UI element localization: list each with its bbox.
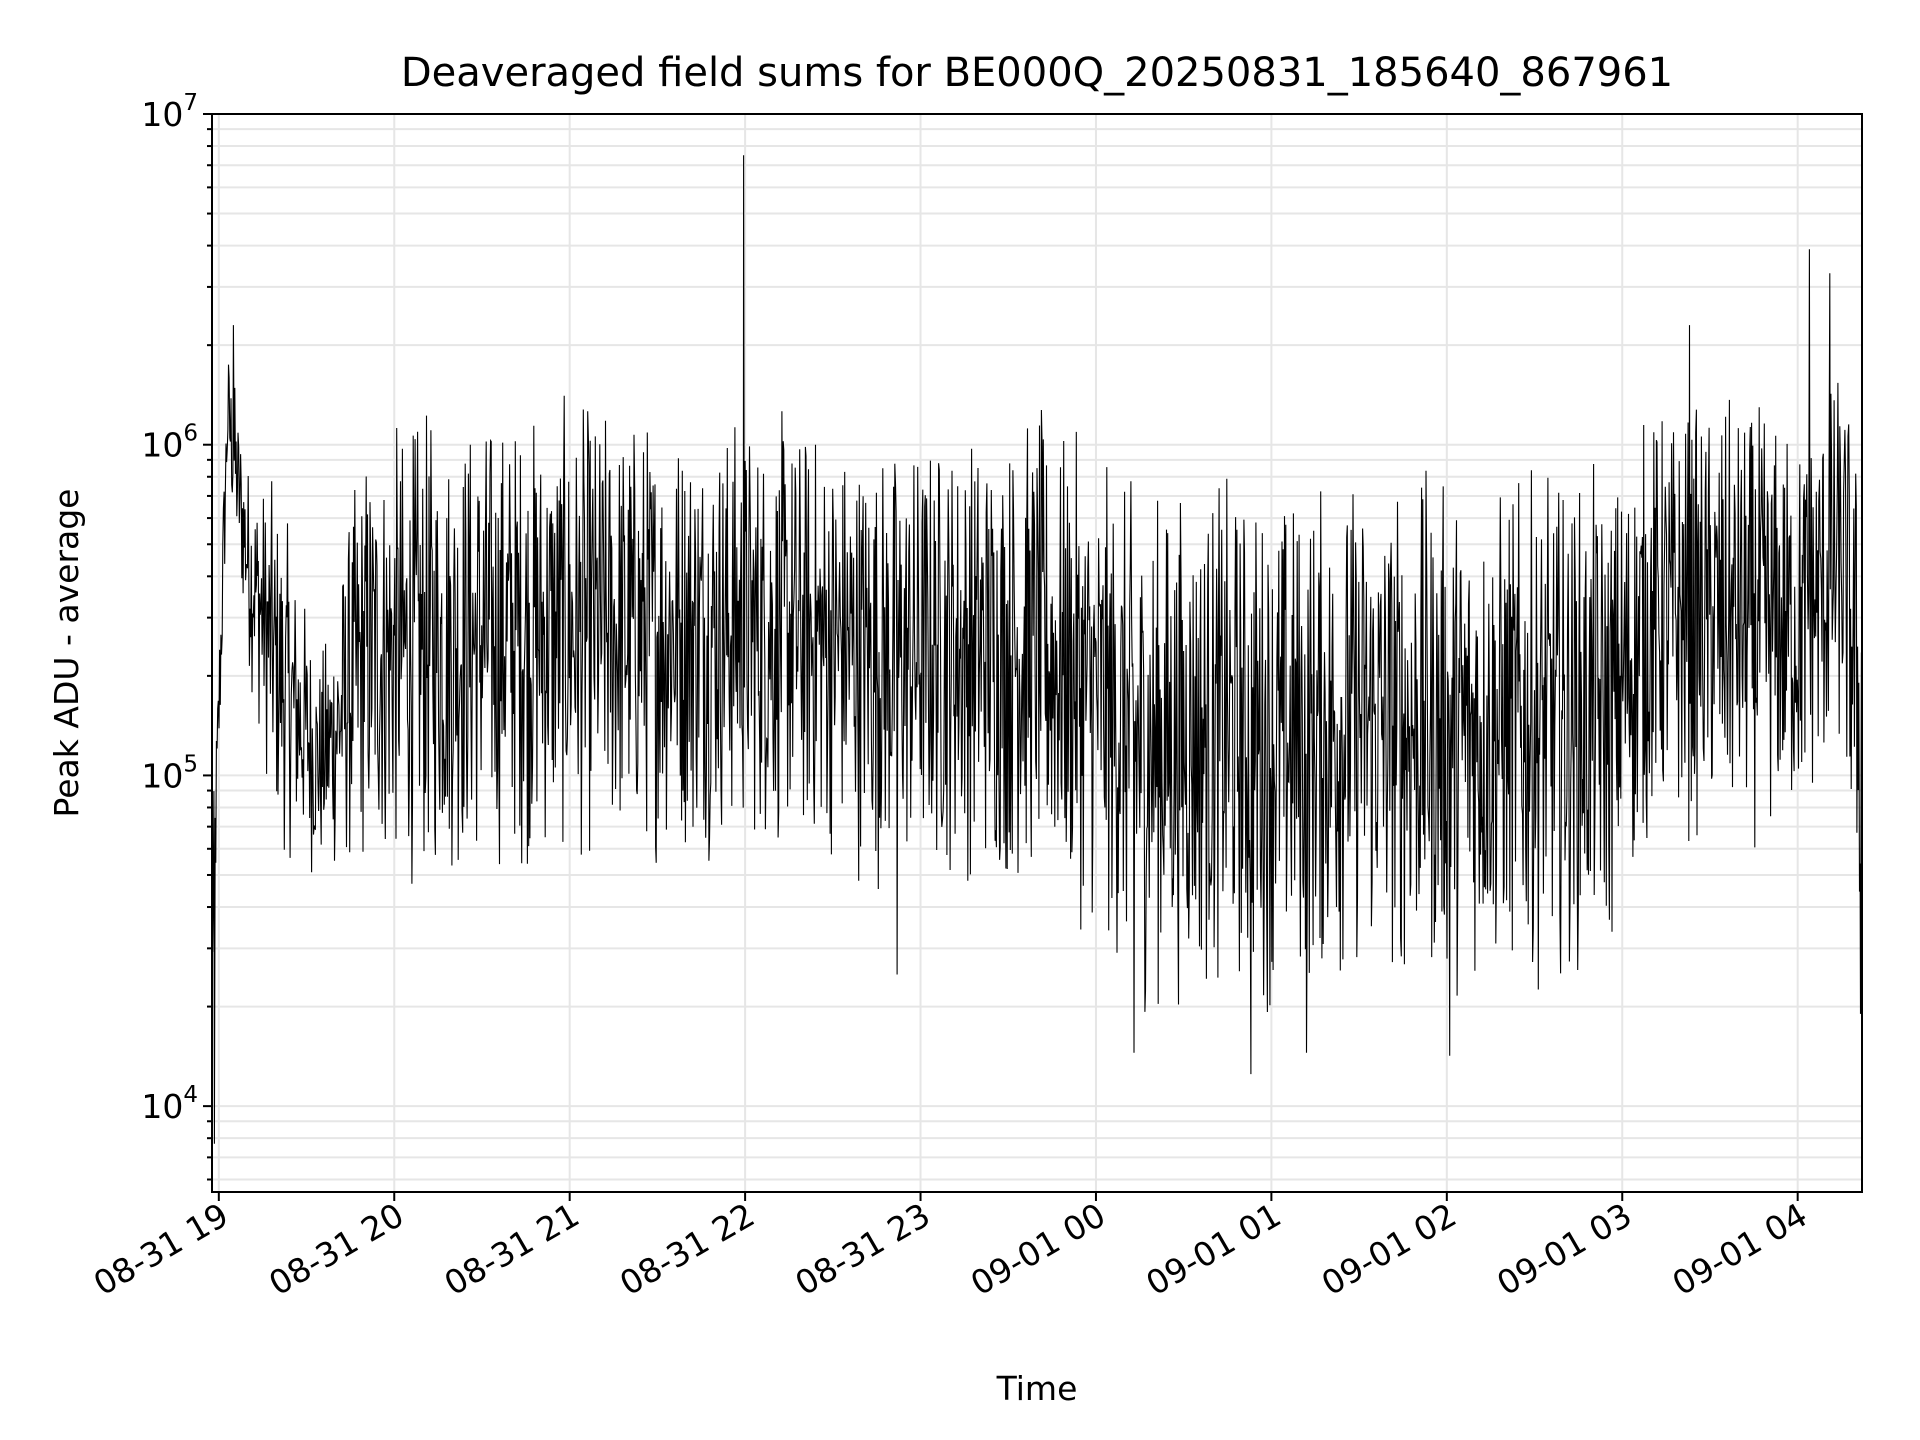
x-axis-label: Time [996,1369,1078,1408]
line-layer [211,155,1863,1144]
y-tick-label: 104 [141,1082,198,1126]
plot-frame [211,113,1863,1193]
chart-title: Deaveraged field sums for BE000Q_2025083… [401,50,1673,96]
y-axis-label: Peak ADU - average [47,489,86,818]
y-tick-label: 107 [141,90,198,134]
y-tick-label: 105 [141,751,198,795]
series-line [211,155,1863,1144]
y-tick-label: 106 [141,421,198,465]
